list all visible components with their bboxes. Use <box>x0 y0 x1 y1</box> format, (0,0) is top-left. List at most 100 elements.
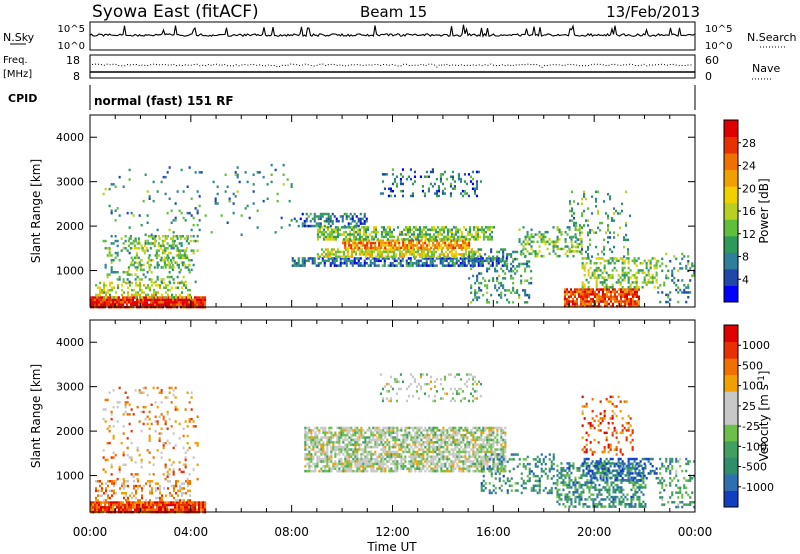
velocity-cell <box>388 457 391 461</box>
velocity-cell <box>372 431 375 434</box>
power-cell <box>601 221 604 225</box>
velocity-cell <box>438 448 441 451</box>
velocity-cell <box>430 462 433 466</box>
power-cell <box>376 255 379 258</box>
power-cell <box>464 248 467 251</box>
velocity-cell <box>306 455 309 458</box>
velocity-cell <box>348 436 351 439</box>
velocity-cell <box>310 469 313 473</box>
power-cell <box>159 284 162 287</box>
power-cell <box>532 235 535 239</box>
velocity-cell <box>436 469 439 473</box>
power-cell <box>530 233 533 236</box>
power-cell <box>181 263 184 267</box>
power-cell <box>494 257 497 261</box>
power-cell <box>157 242 160 245</box>
velocity-cell <box>116 420 119 423</box>
velocity-cell <box>174 503 177 507</box>
velocity-cell <box>101 487 104 490</box>
power-cell <box>150 298 153 302</box>
velocity-cell <box>310 465 313 468</box>
power-cell <box>498 293 501 297</box>
power-cell <box>152 235 155 238</box>
power-cell <box>583 209 586 213</box>
power-cell <box>194 207 197 210</box>
power-cell <box>156 261 159 264</box>
power-cell <box>599 297 602 301</box>
power-cell <box>168 280 171 284</box>
power-cell <box>412 248 415 251</box>
power-cell <box>456 238 459 241</box>
power-cell <box>151 284 154 287</box>
power-cell <box>108 204 111 208</box>
power-cell <box>106 254 109 257</box>
velocity-cell <box>450 448 453 451</box>
velocity-cell <box>186 449 189 452</box>
power-cell <box>166 298 169 302</box>
velocity-cell <box>118 501 121 504</box>
power-cell <box>146 301 149 304</box>
velocity-cell <box>136 477 139 481</box>
velocity-cell <box>124 403 127 406</box>
velocity-cell <box>366 445 369 449</box>
power-cell <box>328 253 331 256</box>
velocity-cell <box>362 465 365 468</box>
power-cell <box>446 230 449 234</box>
velocity-cell <box>446 457 449 461</box>
power-cell <box>420 233 423 236</box>
velocity-cell <box>348 429 351 432</box>
power-cell <box>498 286 501 290</box>
nsky-trace <box>89 24 695 38</box>
velocity-cell <box>384 453 387 456</box>
power-cell <box>331 262 334 265</box>
power-cell <box>140 278 143 281</box>
velocity-cell <box>318 450 321 454</box>
power-cell <box>486 284 489 287</box>
power-cell <box>108 251 111 255</box>
velocity-cell <box>384 450 387 454</box>
velocity-cell <box>314 436 317 439</box>
velocity-cell <box>102 508 105 511</box>
power-cell <box>113 296 116 299</box>
velocity-cell <box>92 501 95 504</box>
power-cell <box>613 293 616 296</box>
velocity-cell <box>164 441 167 445</box>
power-cell <box>452 248 455 251</box>
velocity-cell <box>170 401 173 404</box>
power-cell <box>572 254 575 258</box>
velocity-cell <box>424 457 427 461</box>
power-cell <box>421 264 424 267</box>
power-cell <box>148 303 151 306</box>
power-cell <box>657 260 660 263</box>
power-cell <box>412 244 415 247</box>
power-cell <box>597 190 600 194</box>
power-cell <box>607 274 610 277</box>
power-cell <box>346 241 349 245</box>
power-cell <box>425 257 428 260</box>
power-cell <box>633 302 636 306</box>
power-cell <box>307 259 310 263</box>
power-cell <box>583 269 586 272</box>
power-cell <box>105 291 108 294</box>
power-cell <box>474 238 477 241</box>
power-cell <box>316 233 319 236</box>
power-cell <box>506 265 509 268</box>
power-cell <box>165 291 168 294</box>
power-cell <box>651 281 654 284</box>
power-cell <box>522 245 525 248</box>
power-cell <box>571 209 574 213</box>
power-cell <box>178 303 181 306</box>
velocity-cell <box>352 460 355 463</box>
power-cell <box>301 222 304 225</box>
power-cell <box>526 235 529 239</box>
power-cell <box>362 250 365 254</box>
power-cell <box>388 230 391 234</box>
velocity-cell <box>406 433 409 437</box>
velocity-cell <box>438 438 441 442</box>
power-cell <box>635 286 638 289</box>
power-cell <box>454 233 457 236</box>
power-cell <box>180 261 183 264</box>
power-cell <box>331 257 334 260</box>
power-cell <box>99 288 102 292</box>
velocity-cell <box>178 461 181 464</box>
